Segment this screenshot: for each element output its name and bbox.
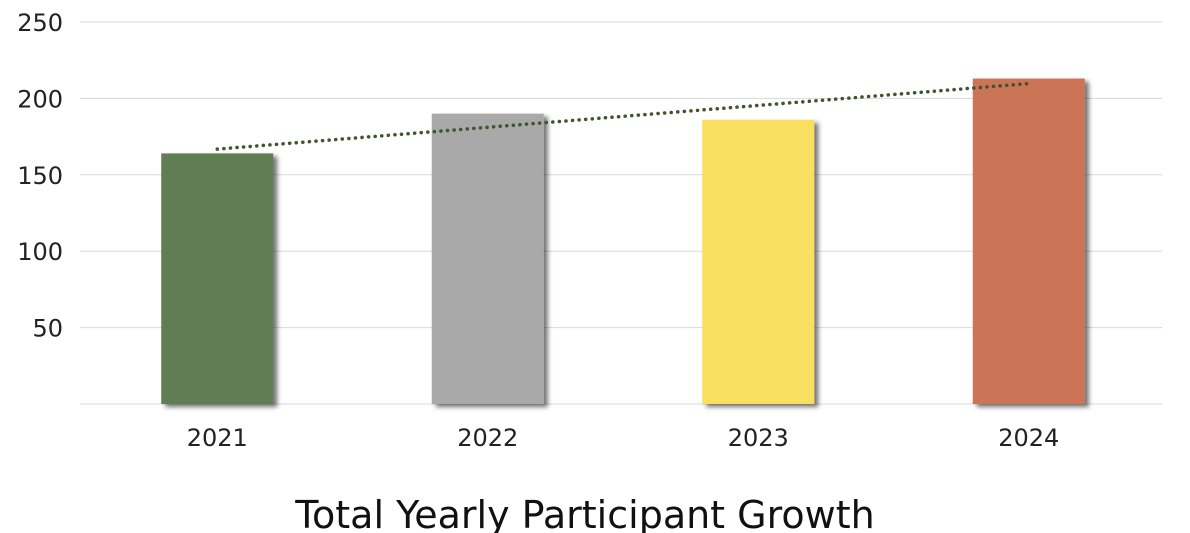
bar-2021 — [161, 153, 274, 404]
x-tick-label-2021: 2021 — [187, 424, 248, 452]
x-tick-label-2024: 2024 — [998, 424, 1059, 452]
bar-2024 — [972, 78, 1085, 404]
y-tick-label: 50 — [32, 315, 63, 343]
y-tick-label: 150 — [17, 162, 63, 190]
x-tick-label-2022: 2022 — [457, 424, 518, 452]
trendline-group — [215, 81, 1031, 151]
x-axis-ticks: 2021 2022 2023 2024 — [187, 424, 1060, 452]
y-tick-label: 200 — [17, 85, 63, 113]
trendline — [215, 81, 1031, 151]
y-axis-ticks: 50 100 150 200 250 — [17, 9, 63, 343]
bar-2023 — [702, 119, 815, 405]
y-tick-label: 250 — [17, 9, 63, 37]
bars — [161, 78, 1085, 405]
x-tick-label-2023: 2023 — [728, 424, 789, 452]
bar-2022 — [431, 113, 544, 405]
chart-title: Total Yearly Participant Growth — [294, 493, 874, 533]
y-tick-label: 100 — [17, 238, 63, 266]
